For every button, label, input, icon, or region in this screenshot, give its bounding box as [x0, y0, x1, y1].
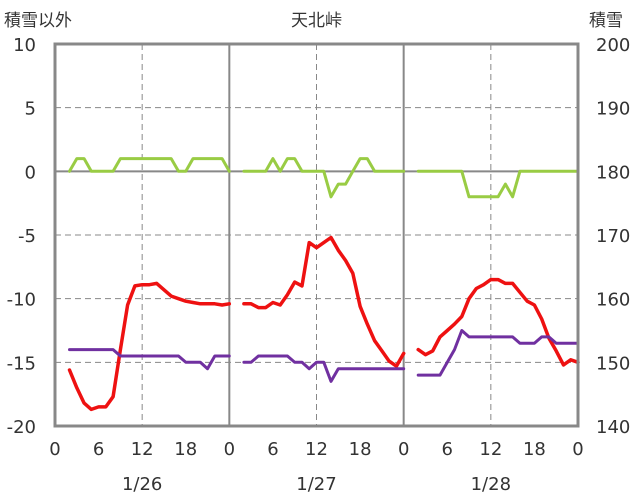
x-tick-label: 18	[523, 439, 546, 460]
right-tick-label: 160	[596, 290, 630, 311]
day-label: 1/27	[296, 474, 336, 495]
left-tick-label: -15	[7, 353, 36, 374]
left-axis-label: 積雪以外	[4, 11, 72, 31]
red-series-line	[416, 277, 580, 367]
right-tick-label: 180	[596, 162, 630, 183]
left-axis-ticks: 10 5 0 -5 -10 -15 -20	[7, 35, 36, 438]
x-tick-label: 6	[267, 439, 278, 460]
left-tick-label: -5	[18, 226, 36, 247]
x-tick-label: 6	[93, 439, 104, 460]
chart-title: 天北峠	[291, 11, 342, 31]
x-tick-label: 18	[349, 439, 372, 460]
x-tick-label: 12	[479, 439, 502, 460]
day-label: 1/26	[122, 474, 162, 495]
x-tick-label: 18	[174, 439, 197, 460]
right-tick-label: 200	[596, 35, 630, 56]
green-series-line	[68, 157, 231, 173]
x-tick-label: 0	[224, 439, 235, 460]
red-series-line	[242, 235, 406, 368]
right-tick-label: 190	[596, 99, 630, 120]
purple-series-line	[68, 348, 231, 371]
right-axis-label: 積雪	[589, 11, 623, 31]
left-tick-label: 10	[13, 35, 36, 56]
x-tick-label: 0	[49, 439, 60, 460]
plot-frame	[53, 42, 580, 428]
right-tick-label: 170	[596, 226, 630, 247]
red-series-line	[67, 281, 232, 412]
right-axis-ticks: 200 190 180 170 160 150 140	[596, 35, 630, 438]
left-tick-label: -10	[7, 290, 36, 311]
x-tick-label: 12	[131, 439, 154, 460]
day-labels: 1/26 1/27 1/28	[122, 474, 511, 495]
left-tick-label: 0	[25, 162, 36, 183]
purple-series-line	[416, 329, 580, 377]
left-tick-label: -20	[7, 417, 36, 438]
right-tick-label: 140	[596, 417, 630, 438]
x-tick-label: 0	[398, 439, 409, 460]
purple-series-line	[242, 354, 406, 383]
right-tick-label: 150	[596, 353, 630, 374]
grid	[55, 44, 578, 426]
x-tick-label: 12	[305, 439, 328, 460]
green-series-line	[416, 169, 580, 199]
x-tick-label: 6	[442, 439, 453, 460]
series-layer	[67, 157, 580, 412]
day-label: 1/28	[471, 474, 511, 495]
x-tick-label: 0	[572, 439, 583, 460]
left-tick-label: 5	[25, 99, 36, 120]
green-series-line	[242, 157, 406, 199]
x-axis-ticks: 0 6 12 18 0 6 12 18 0 6 12 18 0	[49, 439, 583, 460]
